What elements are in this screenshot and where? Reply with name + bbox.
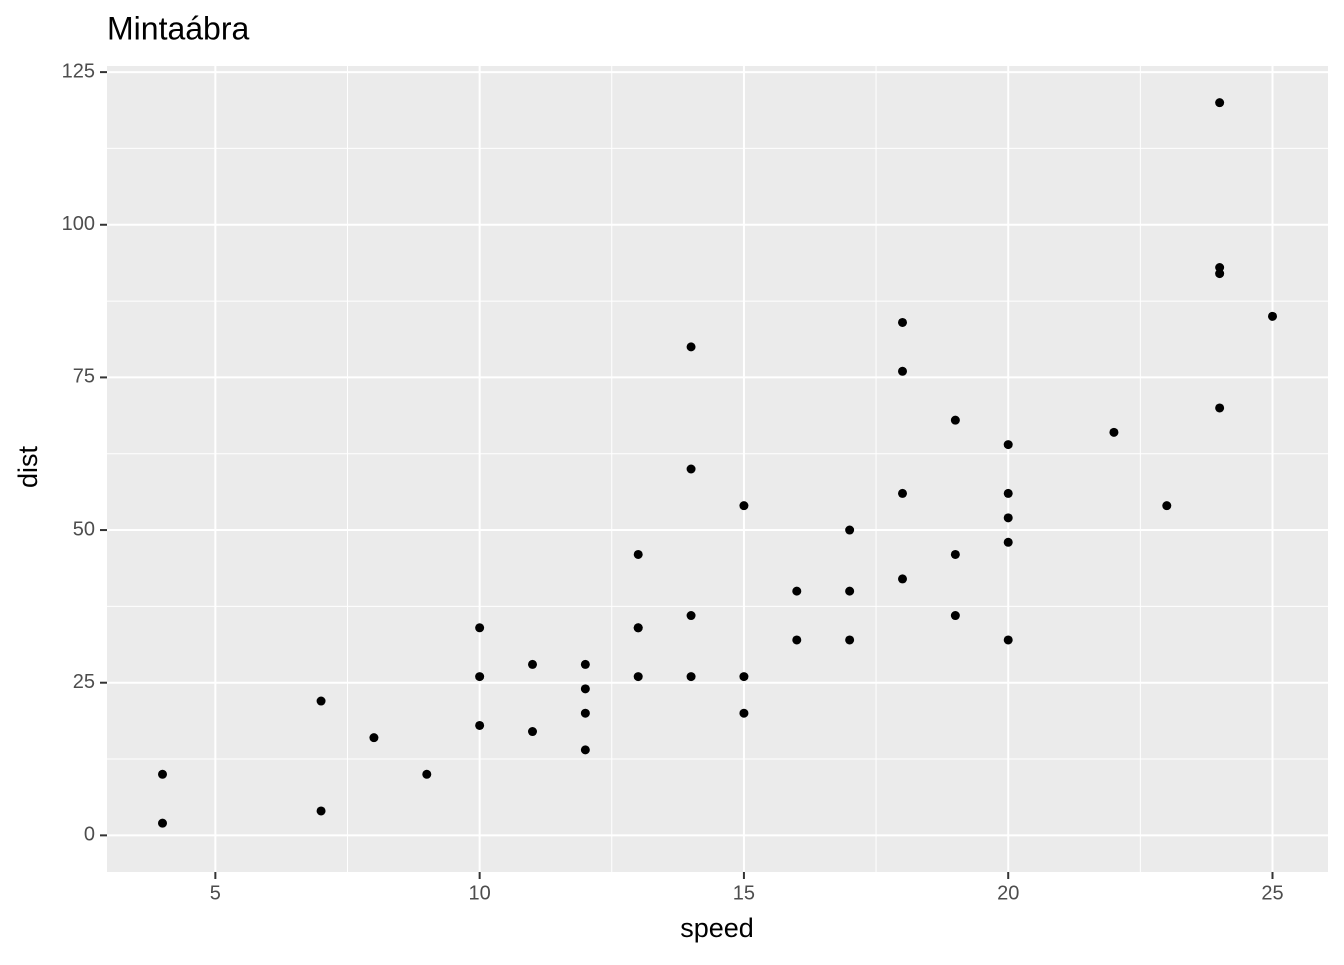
point bbox=[845, 525, 855, 535]
point bbox=[633, 672, 643, 682]
point bbox=[739, 501, 749, 511]
x-tick-label: 15 bbox=[733, 882, 755, 904]
point bbox=[792, 635, 802, 645]
point bbox=[369, 733, 379, 743]
point bbox=[475, 672, 485, 682]
point bbox=[950, 611, 960, 621]
point bbox=[580, 659, 590, 669]
point bbox=[528, 727, 537, 737]
point bbox=[686, 672, 696, 682]
point bbox=[528, 659, 537, 669]
point bbox=[1109, 427, 1119, 437]
y-tick-label: 75 bbox=[73, 366, 95, 388]
y-tick-label: 100 bbox=[62, 213, 95, 235]
point bbox=[1162, 501, 1172, 511]
point bbox=[686, 611, 696, 621]
point bbox=[633, 549, 643, 559]
point bbox=[845, 635, 855, 645]
point bbox=[475, 623, 485, 633]
point bbox=[898, 488, 907, 498]
point bbox=[739, 672, 749, 682]
point bbox=[950, 549, 960, 559]
chart-title: Mintaábra bbox=[107, 10, 250, 46]
x-tick-label: 5 bbox=[210, 882, 221, 904]
y-tick-label: 25 bbox=[73, 671, 95, 693]
point bbox=[1268, 311, 1277, 321]
point bbox=[1215, 403, 1225, 413]
y-tick-label: 50 bbox=[73, 518, 95, 540]
point bbox=[475, 720, 485, 730]
point bbox=[1003, 440, 1013, 450]
x-tick-label: 20 bbox=[997, 882, 1019, 904]
point bbox=[686, 464, 696, 474]
y-tick-label: 125 bbox=[62, 60, 95, 82]
point bbox=[158, 769, 167, 779]
point bbox=[739, 708, 749, 718]
point bbox=[898, 366, 907, 376]
point bbox=[898, 317, 907, 327]
point bbox=[686, 342, 696, 352]
point bbox=[1215, 263, 1225, 272]
x-axis-label: speed bbox=[680, 913, 754, 943]
point bbox=[158, 818, 167, 828]
y-tick-label: 0 bbox=[84, 824, 95, 846]
point bbox=[580, 708, 590, 718]
x-tick-label: 10 bbox=[469, 882, 491, 904]
point bbox=[580, 745, 590, 755]
point bbox=[792, 586, 802, 596]
point bbox=[845, 586, 855, 596]
point bbox=[1003, 488, 1013, 498]
point bbox=[950, 415, 960, 425]
point bbox=[316, 696, 326, 706]
plot-panel bbox=[107, 66, 1328, 872]
point bbox=[898, 574, 907, 584]
point bbox=[1003, 635, 1013, 645]
point bbox=[1215, 98, 1225, 108]
point bbox=[1003, 537, 1013, 547]
point bbox=[316, 806, 326, 816]
x-tick-label: 25 bbox=[1261, 882, 1283, 904]
point bbox=[580, 684, 590, 694]
point bbox=[1003, 513, 1013, 523]
point bbox=[633, 623, 643, 633]
y-axis-label: dist bbox=[13, 446, 43, 489]
point bbox=[422, 769, 432, 779]
